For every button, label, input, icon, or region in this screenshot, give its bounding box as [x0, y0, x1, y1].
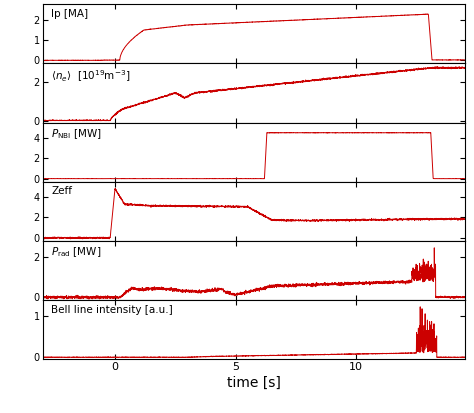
- Text: $P_{\rm NBI}$ [MW]: $P_{\rm NBI}$ [MW]: [51, 127, 102, 141]
- Text: BeII line intensity [a.u.]: BeII line intensity [a.u.]: [51, 305, 173, 315]
- Text: Ip [MA]: Ip [MA]: [51, 9, 88, 19]
- Text: Zeff: Zeff: [51, 186, 72, 197]
- Text: $\langle n_e \rangle$  [$10^{19}$m$^{-3}$]: $\langle n_e \rangle$ [$10^{19}$m$^{-3}$…: [51, 68, 130, 84]
- Text: $P_{\rm rad}$ [MW]: $P_{\rm rad}$ [MW]: [51, 246, 101, 259]
- X-axis label: time [s]: time [s]: [227, 376, 281, 390]
